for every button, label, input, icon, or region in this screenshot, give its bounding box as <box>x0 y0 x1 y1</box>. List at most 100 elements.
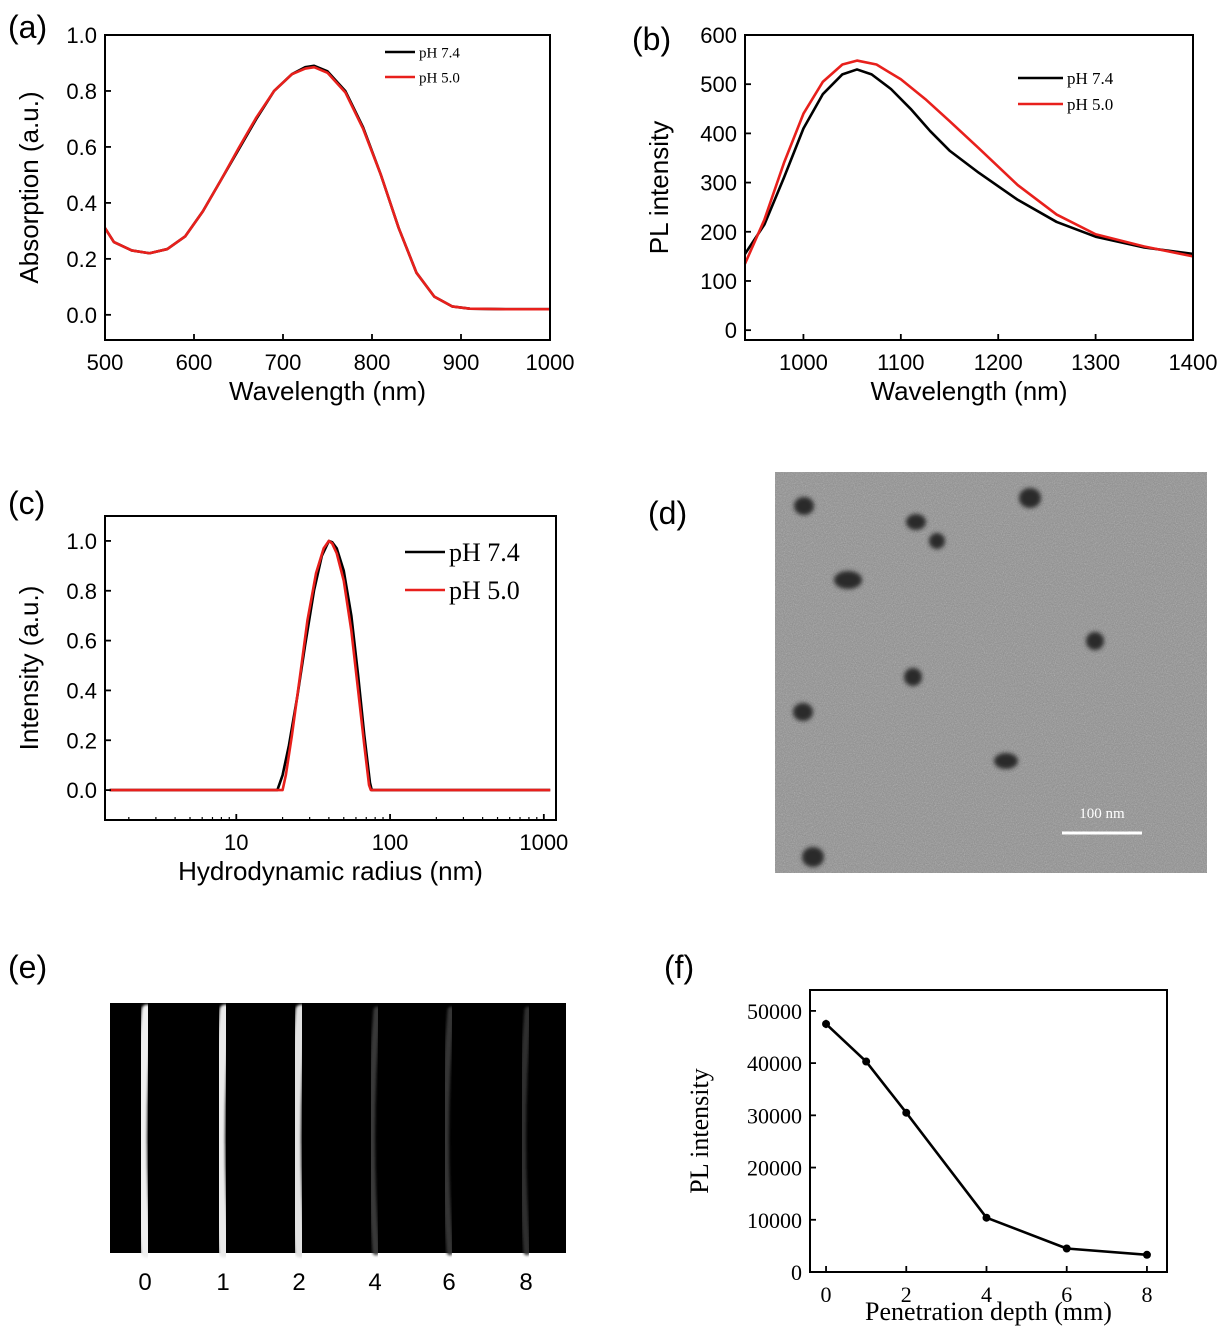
y-tick-label: 0 <box>791 1260 802 1285</box>
y-tick-label: 1.0 <box>66 23 97 48</box>
x-tick-label: 1300 <box>1071 350 1120 375</box>
y-tick-label: 0.2 <box>66 728 97 753</box>
x-tick-label: 6 <box>1061 1282 1072 1307</box>
y-tick-label: 500 <box>700 72 737 97</box>
panel-label-e: (e) <box>8 949 47 985</box>
series-line-b-1 <box>743 59 1194 265</box>
x-axis-label: Wavelength (nm) <box>871 376 1068 406</box>
y-tick-label: 0.4 <box>66 678 97 703</box>
panel-label-d: (d) <box>648 495 687 531</box>
plot-frame-c <box>104 515 557 821</box>
x-tick-label: 0 <box>821 1282 832 1307</box>
x-tick-label: 8 <box>1141 1282 1152 1307</box>
x-tick-label: 600 <box>176 350 213 375</box>
x-tick-label: 1400 <box>1169 350 1218 375</box>
y-tick-label: 0 <box>725 318 737 343</box>
data-point <box>1142 1250 1151 1259</box>
nanoparticle <box>793 703 813 721</box>
capillary-lane <box>368 1006 381 1256</box>
y-tick-label: 30000 <box>747 1103 802 1128</box>
legend-label: pH 5.0 <box>419 70 460 86</box>
capillary-background <box>110 1003 566 1253</box>
x-tick-label: 1000 <box>519 830 568 855</box>
plot-frame-f <box>809 989 1168 1273</box>
panel-label-b: (b) <box>632 21 671 57</box>
x-tick-label: 10 <box>224 830 248 855</box>
y-tick-label: 400 <box>700 121 737 146</box>
tem-micrograph: 100 nm <box>775 472 1207 873</box>
y-tick-label: 0.0 <box>66 778 97 803</box>
y-axis-label: Absorption (a.u.) <box>14 91 44 283</box>
penetration-depth-chart: 0 2 4 6 8 0 10000 20000 30000 40000 50000 Penetrati… <box>685 989 1168 1326</box>
x-axis-label: Wavelength (nm) <box>229 376 426 406</box>
y-tick-label: 0.8 <box>66 579 97 604</box>
y-tick-label: 1.0 <box>66 529 97 554</box>
nanoparticle <box>904 668 922 686</box>
data-point <box>982 1213 991 1222</box>
y-tick-label: 40000 <box>747 1051 802 1076</box>
y-tick-label: 20000 <box>747 1156 802 1181</box>
y-tick-label: 50000 <box>747 999 802 1024</box>
y-axis-label: Intensity (a.u.) <box>14 586 44 751</box>
x-tick-label: 1000 <box>526 350 575 375</box>
y-axis-label: PL intensity <box>644 121 674 254</box>
data-point <box>862 1057 871 1066</box>
legend-label: pH 7.4 <box>449 538 520 567</box>
y-tick-label: 0.2 <box>66 247 97 272</box>
x-tick-label: 4 <box>981 1282 992 1307</box>
y-tick-label: 0.8 <box>66 79 97 104</box>
x-tick-label: 800 <box>354 350 391 375</box>
panel-label-a: (a) <box>8 9 47 45</box>
panel-label-f: (f) <box>664 949 694 985</box>
series-line-b-0 <box>743 68 1194 256</box>
lane-label: 6 <box>442 1269 455 1296</box>
y-tick-label: 100 <box>700 269 737 294</box>
lane-label: 0 <box>138 1269 151 1296</box>
nanoparticle <box>834 571 862 589</box>
lane-label: 1 <box>216 1269 229 1296</box>
series-line-c-1 <box>109 539 551 792</box>
x-tick-label: 1200 <box>974 350 1023 375</box>
series-line-a-1 <box>103 65 550 311</box>
capillary-image: 0 1 2 4 6 8 <box>110 1003 566 1296</box>
nanoparticle <box>1019 488 1041 508</box>
legend-label: pH 5.0 <box>1067 95 1113 114</box>
scale-bar-label: 100 nm <box>1079 806 1125 822</box>
capillary-lane <box>290 1004 307 1258</box>
y-tick-label: 0.6 <box>66 135 97 160</box>
x-tick-label: 500 <box>87 350 124 375</box>
legend-label: pH 7.4 <box>1067 69 1114 88</box>
capillary-lane <box>442 1006 455 1256</box>
lane-label: 8 <box>519 1269 532 1296</box>
lane-label: 2 <box>292 1269 305 1296</box>
x-tick-label: 1100 <box>877 350 924 375</box>
legend-c: pH 7.4 pH 5.0 <box>405 538 520 605</box>
lane-label: 4 <box>368 1269 381 1296</box>
series-line-f-0 <box>825 1022 1148 1257</box>
nanoparticle <box>1086 632 1104 650</box>
capillary-lanes <box>136 1004 532 1258</box>
legend-b: pH 7.4 pH 5.0 <box>1018 69 1114 114</box>
y-tick-label: 300 <box>700 171 737 196</box>
nanoparticle <box>929 533 945 549</box>
nanoparticle <box>794 497 814 515</box>
tem-background <box>775 472 1207 873</box>
absorption-chart: 500 600 700 800 900 1000 0.0 0.2 0.4 0.6 0.8 1.0 Wav… <box>14 23 574 406</box>
pl-intensity-chart: 1000 1100 1200 1300 1400 0 100 200 300 400 500 600 W… <box>644 23 1217 406</box>
capillary-lane <box>214 1004 231 1258</box>
nanoparticle <box>906 514 926 530</box>
y-tick-label: 0.0 <box>66 303 97 328</box>
plot-frame-b <box>744 34 1194 341</box>
y-tick-label: 0.6 <box>66 629 97 654</box>
plot-frame-a <box>104 34 551 341</box>
hydrodynamic-radius-chart: 10 100 1000 0.0 0.2 0.4 0.6 0.8 1.0 Hydrodynamic … <box>14 515 568 886</box>
legend-label: pH 7.4 <box>419 45 460 61</box>
legend-label: pH 5.0 <box>449 576 520 605</box>
y-axis-label: PL intensity <box>685 1068 714 1193</box>
legend-a: pH 7.4 pH 5.0 <box>385 45 460 86</box>
y-tick-label: 10000 <box>747 1208 802 1233</box>
x-tick-label: 900 <box>443 350 480 375</box>
nanoparticles <box>793 488 1104 867</box>
capillary-lane <box>136 1004 153 1258</box>
